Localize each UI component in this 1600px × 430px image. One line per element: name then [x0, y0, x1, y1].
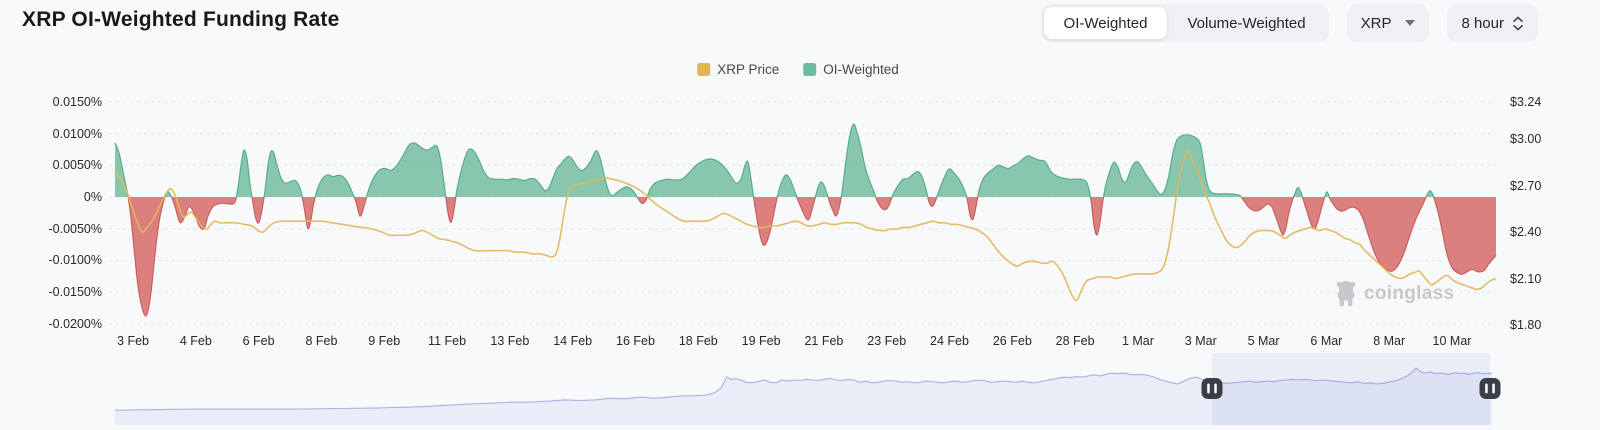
x-axis-label: 21 Feb [804, 334, 844, 348]
x-axis-label: 5 Mar [1247, 334, 1280, 348]
pause-icon [1207, 383, 1210, 394]
toggle-volume-weighted[interactable]: Volume-Weighted [1167, 7, 1325, 39]
x-axis-label: 1 Mar [1121, 334, 1154, 348]
chevron-down-icon [1405, 20, 1416, 26]
legend-item-xrp-price[interactable]: XRP Price [697, 62, 779, 77]
y-axis-label-left: -0.0150% [48, 285, 102, 300]
x-axis-label: 8 Feb [305, 334, 338, 348]
x-axis-label: 14 Feb [553, 334, 593, 348]
toggle-oi-weighted[interactable]: OI-Weighted [1043, 7, 1168, 39]
x-axis-label: 19 Feb [741, 334, 781, 348]
y-axis-label-right: $2.10 [1510, 271, 1542, 286]
navigator[interactable] [114, 353, 1501, 425]
x-axis-label: 4 Feb [179, 334, 212, 348]
x-axis-label: 8 Mar [1373, 334, 1406, 348]
x-axis-label: 6 Feb [242, 334, 275, 348]
navigator-area [115, 368, 1492, 425]
y-axis-label-left: -0.0100% [48, 253, 102, 268]
navigator-line [114, 367, 1493, 411]
interval-select[interactable]: 8 hour [1447, 4, 1538, 42]
y-axis-label-left: -0.0050% [48, 221, 102, 236]
x-axis-label: 16 Feb [616, 334, 655, 348]
x-axis-label: 23 Feb [867, 334, 907, 348]
funding-line-positive [114, 123, 1435, 197]
y-axis-label-right: $1.80 [1510, 318, 1542, 332]
legend-label: OI-Weighted [823, 62, 899, 77]
oi-weighted-swatch [803, 63, 817, 76]
symbol-select[interactable]: XRP [1346, 4, 1430, 42]
sort-updown-icon [1512, 16, 1524, 31]
navigator-handle-left[interactable] [1201, 378, 1223, 399]
x-axis-label: 9 Feb [368, 334, 401, 348]
y-axis-label-left: 0.0100% [52, 126, 102, 141]
watermark: coinglass [1334, 280, 1454, 307]
x-axis-label: 26 Feb [992, 334, 1032, 348]
navigator-selection[interactable] [1212, 353, 1490, 425]
interval-select-value: 8 hour [1461, 14, 1504, 32]
price-line [114, 150, 1497, 302]
y-axis-label-left: 0% [83, 190, 102, 204]
x-axis-label: 28 Feb [1055, 334, 1095, 348]
xrp-price-swatch [697, 63, 711, 76]
x-axis-label: 6 Mar [1310, 334, 1343, 348]
legend-item-oi-weighted[interactable]: OI-Weighted [803, 62, 899, 77]
watermark-text: coinglass [1364, 282, 1455, 304]
x-axis-label: 11 Feb [428, 334, 467, 348]
symbol-select-value: XRP [1360, 14, 1392, 32]
funding-line-negative [127, 197, 1497, 317]
y-axis-label-right: $3.24 [1510, 95, 1542, 109]
pause-icon [1214, 383, 1217, 394]
y-axis-label-right: $3.00 [1510, 132, 1542, 147]
x-axis-label: 3 Mar [1184, 334, 1217, 348]
x-axis-label: 24 Feb [930, 334, 969, 348]
x-axis-label: 18 Feb [678, 334, 718, 348]
pause-icon [1485, 383, 1488, 394]
y-axis-label-left: -0.0200% [48, 316, 102, 331]
x-axis-label: 13 Feb [490, 334, 530, 348]
coinglass-bear-icon [1336, 281, 1356, 307]
funding-area-positive [115, 124, 1496, 197]
x-axis-label: 3 Feb [117, 334, 149, 348]
funding-area-negative [115, 197, 1496, 316]
y-axis-label-right: $2.40 [1510, 225, 1542, 240]
weight-toggle: OI-Weighted Volume-Weighted [1040, 4, 1329, 42]
navigator-handle-right[interactable] [1479, 378, 1501, 399]
y-axis-label-left: 0.0050% [52, 158, 102, 173]
pause-icon [1492, 383, 1495, 394]
chart-controls: OI-Weighted Volume-Weighted XRP 8 hour [1040, 4, 1538, 42]
page-title: XRP OI-Weighted Funding Rate [22, 8, 340, 31]
chart-legend: XRP Price OI-Weighted [697, 62, 899, 77]
y-axis-label-right: $2.70 [1510, 178, 1542, 193]
legend-label: XRP Price [717, 62, 780, 77]
x-axis-label: 10 Mar [1432, 334, 1472, 348]
y-axis-label-left: 0.0150% [52, 94, 102, 109]
